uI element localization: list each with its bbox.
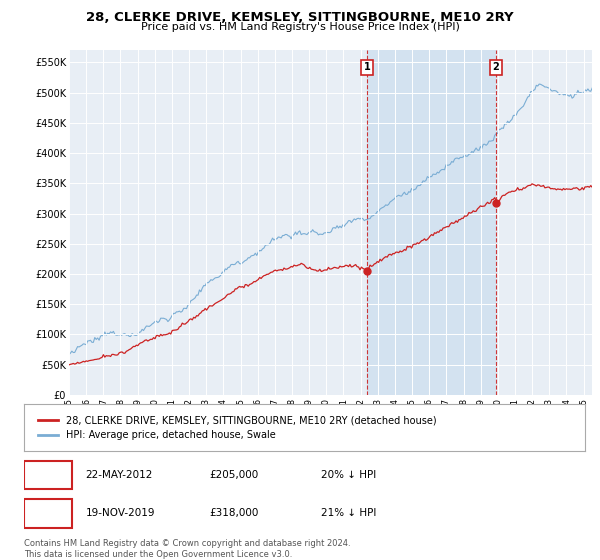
FancyBboxPatch shape bbox=[24, 499, 71, 528]
Text: Contains HM Land Registry data © Crown copyright and database right 2024.
This d: Contains HM Land Registry data © Crown c… bbox=[24, 539, 350, 559]
Text: 20% ↓ HPI: 20% ↓ HPI bbox=[322, 470, 377, 480]
Bar bbox=[367, 50, 496, 395]
Text: £205,000: £205,000 bbox=[209, 470, 259, 480]
Text: 28, CLERKE DRIVE, KEMSLEY, SITTINGBOURNE, ME10 2RY: 28, CLERKE DRIVE, KEMSLEY, SITTINGBOURNE… bbox=[86, 11, 514, 24]
Text: 19-NOV-2019: 19-NOV-2019 bbox=[86, 508, 155, 519]
Text: 21% ↓ HPI: 21% ↓ HPI bbox=[322, 508, 377, 519]
FancyBboxPatch shape bbox=[24, 461, 71, 489]
Text: 2: 2 bbox=[44, 508, 52, 519]
Text: £318,000: £318,000 bbox=[209, 508, 259, 519]
Text: 22-MAY-2012: 22-MAY-2012 bbox=[86, 470, 153, 480]
Text: 1: 1 bbox=[364, 63, 371, 72]
Text: 1: 1 bbox=[44, 470, 52, 480]
Text: Price paid vs. HM Land Registry's House Price Index (HPI): Price paid vs. HM Land Registry's House … bbox=[140, 22, 460, 32]
Legend: 28, CLERKE DRIVE, KEMSLEY, SITTINGBOURNE, ME10 2RY (detached house), HPI: Averag: 28, CLERKE DRIVE, KEMSLEY, SITTINGBOURNE… bbox=[34, 411, 440, 444]
Text: 2: 2 bbox=[493, 63, 499, 72]
